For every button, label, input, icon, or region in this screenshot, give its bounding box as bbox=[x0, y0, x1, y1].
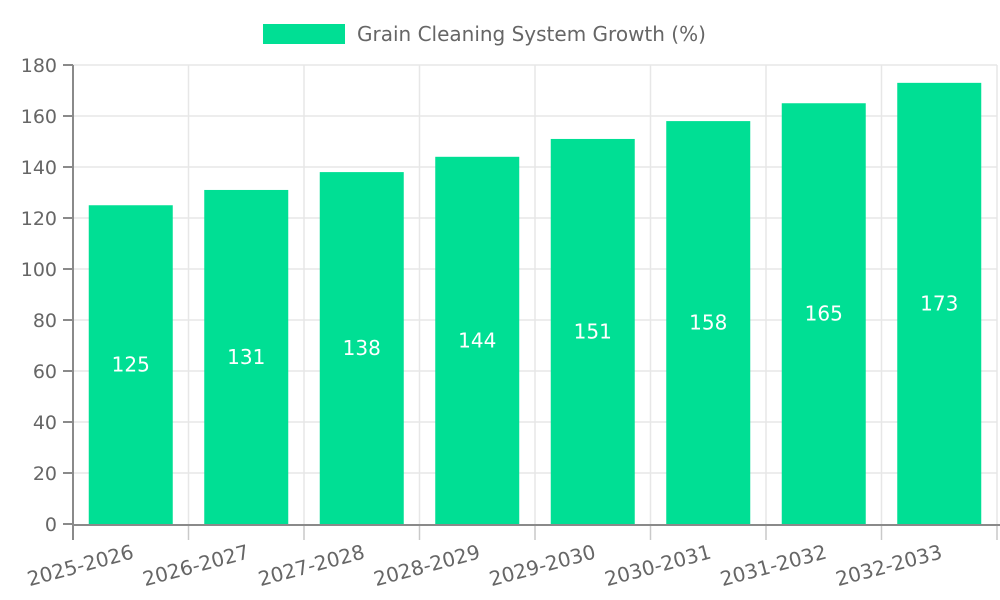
legend-label[interactable]: Grain Cleaning System Growth (%) bbox=[357, 22, 706, 46]
x-tick-label: 2029-2030 bbox=[487, 540, 599, 591]
x-tick-label: 2030-2031 bbox=[602, 540, 714, 591]
y-tick-label: 180 bbox=[21, 55, 57, 77]
axes-layer bbox=[63, 64, 1000, 540]
y-tick-label: 160 bbox=[21, 106, 57, 128]
x-tick-label: 2031-2032 bbox=[718, 540, 830, 591]
x-tick-label: 2032-2033 bbox=[833, 540, 945, 591]
bar-value-label: 173 bbox=[920, 291, 958, 315]
y-tick-label: 80 bbox=[33, 310, 57, 332]
y-tick-label: 120 bbox=[21, 208, 57, 230]
bar[interactable] bbox=[550, 138, 635, 524]
x-tick-label: 2027-2028 bbox=[256, 540, 368, 591]
bar-value-label: 158 bbox=[689, 311, 727, 335]
x-tick-label: 2026-2027 bbox=[140, 540, 252, 591]
bar-value-label: 151 bbox=[574, 319, 612, 343]
y-tick-label: 0 bbox=[45, 514, 57, 536]
bar-value-label: 138 bbox=[343, 336, 381, 360]
y-tick-label: 20 bbox=[33, 463, 57, 485]
bar[interactable] bbox=[435, 156, 520, 525]
bar[interactable] bbox=[897, 82, 982, 524]
bar[interactable] bbox=[204, 189, 289, 524]
y-tick-label: 40 bbox=[33, 412, 57, 434]
y-tick-label: 60 bbox=[33, 361, 57, 383]
bar-value-label: 144 bbox=[458, 328, 496, 352]
x-tick-label: 2025-2026 bbox=[25, 540, 137, 591]
y-tick-label: 140 bbox=[21, 157, 57, 179]
bars-layer bbox=[88, 82, 982, 525]
bar-value-label: 165 bbox=[805, 302, 843, 326]
bar[interactable] bbox=[319, 172, 404, 524]
bar-value-label: 131 bbox=[227, 345, 265, 369]
y-tick-label: 100 bbox=[21, 259, 57, 281]
bar[interactable] bbox=[781, 103, 866, 524]
legend-swatch[interactable] bbox=[263, 24, 345, 44]
x-tick-label: 2028-2029 bbox=[371, 540, 483, 591]
bar-value-label: 125 bbox=[112, 353, 150, 377]
bar[interactable] bbox=[88, 205, 173, 524]
legend[interactable]: Grain Cleaning System Growth (%) bbox=[263, 22, 706, 46]
bar[interactable] bbox=[666, 121, 751, 524]
